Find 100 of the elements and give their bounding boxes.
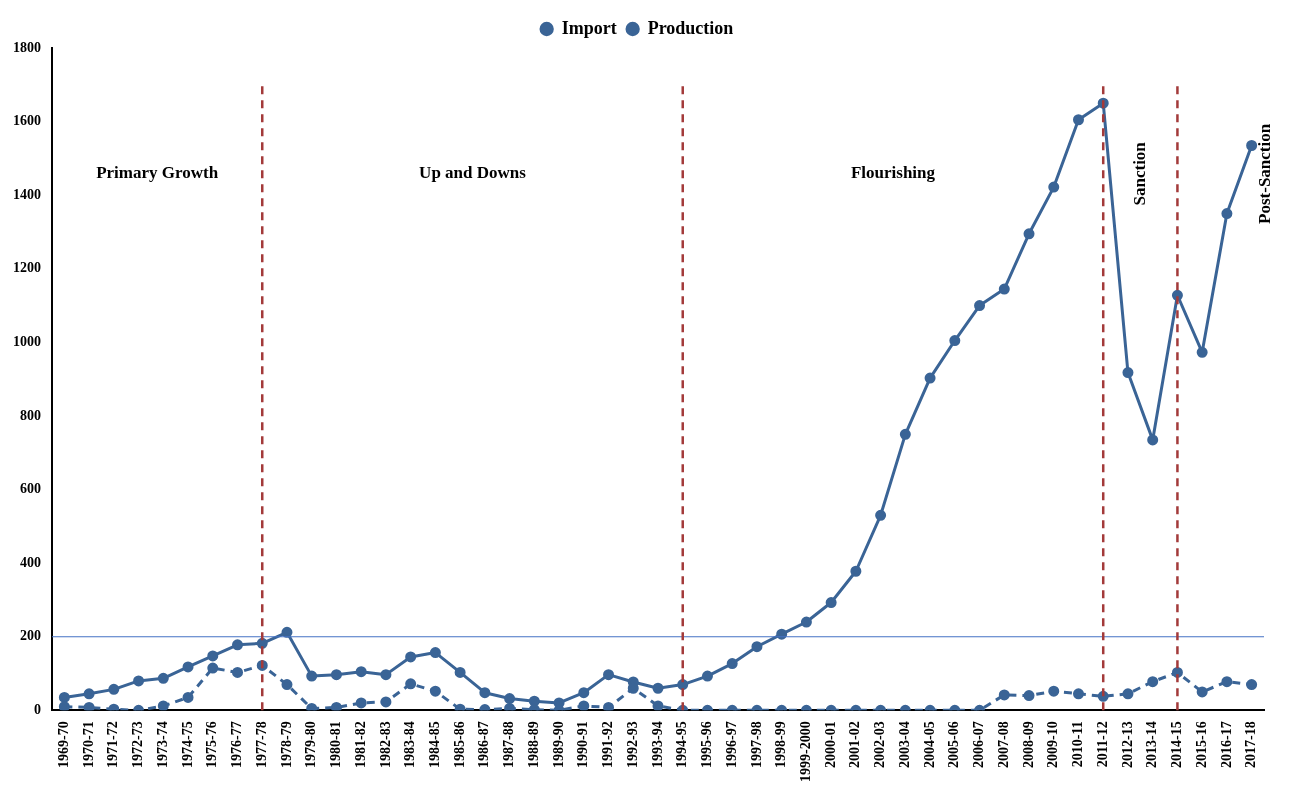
point <box>1196 686 1208 698</box>
point <box>1023 690 1035 702</box>
x-tick-label: 1972-73 <box>130 721 146 769</box>
x-tick-label: 2014-15 <box>1169 721 1185 769</box>
x-tick-label: 1974-75 <box>179 721 195 769</box>
x-tick-label: 1971-72 <box>105 721 121 769</box>
point <box>1122 367 1134 379</box>
x-tick-label: 1996-97 <box>723 721 739 769</box>
point <box>603 701 615 711</box>
point <box>949 335 961 347</box>
x-tick-label: 1980-81 <box>328 721 344 769</box>
point <box>157 672 169 684</box>
legend-label: Import <box>561 17 617 38</box>
x-tick-label: 2011-12 <box>1094 721 1110 768</box>
y-tick-label: 600 <box>20 481 41 497</box>
point <box>1048 685 1060 697</box>
point <box>380 669 392 681</box>
x-tick-label: 2006-07 <box>971 721 987 769</box>
x-tick-label: 1995-96 <box>699 721 715 769</box>
x-tick-label: 1992-93 <box>624 721 640 769</box>
legend-label: Production <box>647 17 734 38</box>
point <box>1122 688 1134 700</box>
y-tick-label: 200 <box>20 628 41 644</box>
point <box>429 647 441 659</box>
y-tick-label: 1800 <box>13 39 41 55</box>
point <box>726 658 738 670</box>
point <box>924 372 936 384</box>
point <box>1023 228 1035 240</box>
x-tick-label: 1969-70 <box>55 721 71 769</box>
point <box>306 670 318 682</box>
y-tick-label: 0 <box>34 701 41 717</box>
point <box>405 678 417 690</box>
x-tick-label: 2007-08 <box>995 721 1011 769</box>
point <box>380 696 392 708</box>
x-tick-label: 1986-87 <box>476 721 492 769</box>
point <box>182 691 194 703</box>
x-tick-label: 1988-89 <box>525 721 541 769</box>
point <box>83 688 95 700</box>
x-tick-label: 2001-02 <box>847 721 863 769</box>
point <box>281 626 293 638</box>
x-tick-label: 2009-10 <box>1045 721 1061 769</box>
x-tick-label: 2015-16 <box>1193 721 1209 769</box>
point <box>207 662 219 674</box>
x-tick-label: 2003-04 <box>896 721 912 769</box>
point <box>603 669 615 681</box>
point <box>405 651 417 663</box>
point <box>1147 676 1159 688</box>
x-tick-label: 1990-91 <box>575 721 591 769</box>
x-tick-label: 1982-83 <box>377 721 393 769</box>
point <box>825 597 837 609</box>
point <box>1147 434 1159 446</box>
point <box>58 691 70 703</box>
point <box>133 675 145 687</box>
x-tick-label: 1997-98 <box>748 721 764 769</box>
point <box>330 669 342 681</box>
x-tick-label: 2008-09 <box>1020 721 1036 769</box>
point <box>232 666 244 678</box>
point <box>998 689 1010 701</box>
point <box>800 616 812 628</box>
x-tick-label: 2004-05 <box>921 721 937 769</box>
point <box>528 695 540 707</box>
point <box>899 428 911 440</box>
x-tick-label: 1999-2000 <box>798 721 814 783</box>
point <box>1221 676 1233 688</box>
point <box>207 650 219 662</box>
point <box>1048 181 1060 193</box>
x-tick-label: 1975-76 <box>204 721 220 769</box>
point <box>330 701 342 711</box>
x-tick-label: 1979-80 <box>303 721 319 769</box>
point <box>1246 140 1258 152</box>
point <box>652 682 664 694</box>
point <box>578 687 590 699</box>
x-tick-label: 1993-94 <box>649 721 665 769</box>
x-tick-label: 2017-18 <box>1243 721 1259 769</box>
y-tick-label: 1000 <box>13 333 41 349</box>
y-tick-label: 800 <box>20 407 41 423</box>
x-tick-label: 1998-99 <box>773 721 789 769</box>
annotation: Flourishing <box>850 163 936 183</box>
point <box>108 683 120 695</box>
point <box>1072 688 1084 700</box>
x-tick-label: 2016-17 <box>1218 721 1234 769</box>
point <box>157 700 169 711</box>
point <box>454 666 466 678</box>
x-tick-label: 2002-03 <box>872 721 888 769</box>
y-tick-label: 1200 <box>13 260 41 276</box>
x-tick-label: 1983-84 <box>402 721 418 769</box>
point <box>281 679 293 691</box>
x-tick-label: 2000-01 <box>822 721 838 769</box>
point <box>578 700 590 711</box>
point <box>504 693 516 705</box>
y-tick-label: 400 <box>20 554 41 570</box>
point <box>355 666 367 678</box>
annotation: Primary Growth <box>96 163 219 183</box>
annotation: Post-Sanction <box>1255 123 1275 224</box>
x-tick-label: 1976-77 <box>229 721 245 769</box>
x-tick-label: 2005-06 <box>946 721 962 769</box>
point <box>652 700 664 711</box>
point <box>1196 346 1208 358</box>
x-tick-label: 2012-13 <box>1119 721 1135 769</box>
point <box>1072 114 1084 126</box>
